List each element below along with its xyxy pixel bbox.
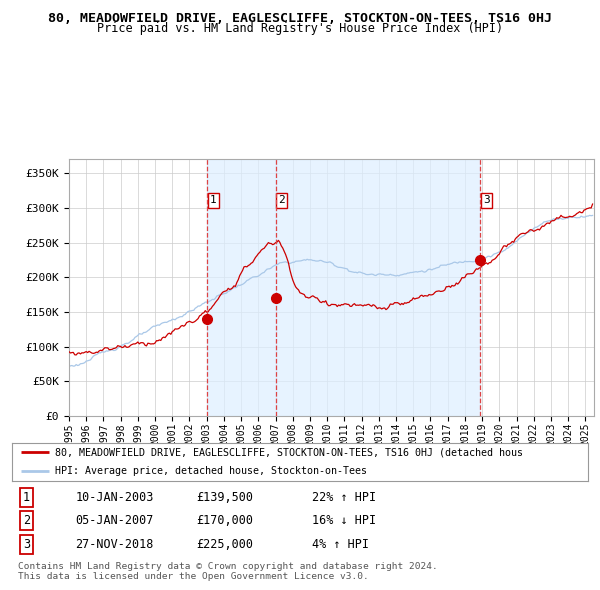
Text: 3: 3 — [23, 537, 30, 551]
Text: 05-JAN-2007: 05-JAN-2007 — [76, 514, 154, 527]
Text: 4% ↑ HPI: 4% ↑ HPI — [311, 537, 368, 551]
Text: 3: 3 — [483, 195, 490, 205]
Text: 80, MEADOWFIELD DRIVE, EAGLESCLIFFE, STOCKTON-ON-TEES, TS16 0HJ: 80, MEADOWFIELD DRIVE, EAGLESCLIFFE, STO… — [48, 12, 552, 25]
Text: 2: 2 — [278, 195, 285, 205]
Text: HPI: Average price, detached house, Stockton-on-Tees: HPI: Average price, detached house, Stoc… — [55, 466, 367, 476]
Text: Contains HM Land Registry data © Crown copyright and database right 2024.
This d: Contains HM Land Registry data © Crown c… — [18, 562, 438, 581]
Text: 1: 1 — [23, 490, 30, 504]
Text: 22% ↑ HPI: 22% ↑ HPI — [311, 490, 376, 504]
Text: 27-NOV-2018: 27-NOV-2018 — [76, 537, 154, 551]
Text: Price paid vs. HM Land Registry's House Price Index (HPI): Price paid vs. HM Land Registry's House … — [97, 22, 503, 35]
Bar — [207, 159, 276, 416]
Text: £139,500: £139,500 — [196, 490, 253, 504]
Text: 80, MEADOWFIELD DRIVE, EAGLESCLIFFE, STOCKTON-ON-TEES, TS16 0HJ (detached hous: 80, MEADOWFIELD DRIVE, EAGLESCLIFFE, STO… — [55, 447, 523, 457]
Text: 1: 1 — [210, 195, 217, 205]
Text: 16% ↓ HPI: 16% ↓ HPI — [311, 514, 376, 527]
Text: 2: 2 — [23, 514, 30, 527]
Text: £225,000: £225,000 — [196, 537, 253, 551]
Text: £170,000: £170,000 — [196, 514, 253, 527]
Bar — [276, 159, 481, 416]
Text: 10-JAN-2003: 10-JAN-2003 — [76, 490, 154, 504]
